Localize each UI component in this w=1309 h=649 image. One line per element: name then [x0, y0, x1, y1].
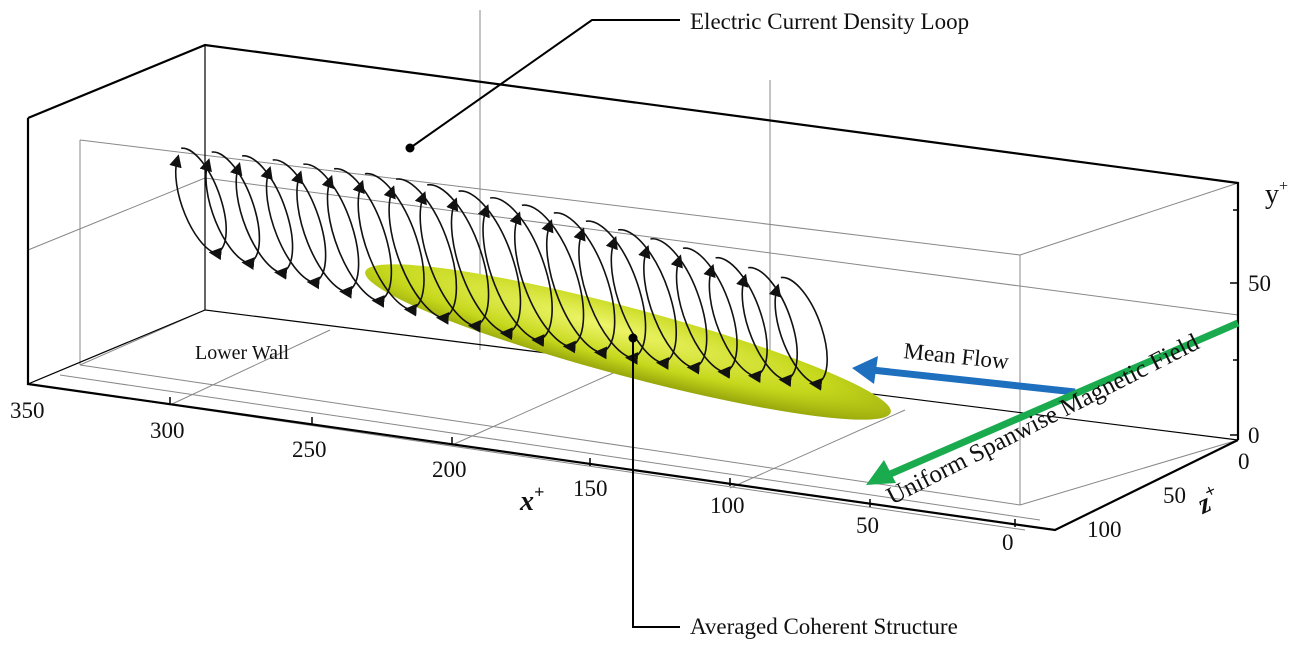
x-tick: 250	[292, 437, 327, 462]
structure-label: Averaged Coherent Structure	[690, 614, 958, 639]
current-loop	[291, 163, 360, 299]
loop-label: Electric Current Density Loop	[690, 9, 969, 34]
lower-wall-label: Lower Wall	[195, 342, 290, 364]
mean-flow-arrow	[852, 356, 1076, 396]
x-axis-ticks	[169, 209, 1238, 527]
bounding-box	[26, 43, 1240, 532]
x-tick: 300	[150, 418, 185, 443]
inner-grid	[27, 10, 1239, 531]
z-axis-title: z+	[1190, 480, 1225, 521]
x-tick: 150	[573, 476, 608, 501]
z-tick: 100	[1087, 517, 1122, 542]
x-axis-title: x+	[519, 482, 544, 517]
loop-pointer-dot	[405, 143, 415, 153]
leader-lines	[409, 19, 680, 628]
x-tick: 200	[432, 457, 467, 482]
current-loop	[260, 159, 327, 290]
mean-flow-label: Mean Flow	[902, 338, 1010, 374]
z-tick: 50	[1163, 483, 1186, 508]
current-loops	[169, 147, 828, 391]
x-tick-labels: 350 300 250 200 150 100 50 0	[10, 398, 1014, 555]
averaged-coherent-structure	[365, 264, 891, 420]
x-tick: 100	[710, 493, 745, 518]
x-tick: 50	[856, 513, 879, 538]
x-tick: 0	[1002, 530, 1014, 555]
z-tick: 0	[1238, 449, 1250, 474]
structure-pointer-dot	[628, 333, 638, 343]
x-tick: 350	[10, 398, 45, 423]
y-tick: 50	[1248, 271, 1271, 296]
current-loop	[768, 276, 828, 391]
y-tick: 0	[1248, 423, 1260, 448]
y-axis-title: y+	[1265, 178, 1288, 210]
magnetic-field-arrow	[866, 319, 1240, 485]
